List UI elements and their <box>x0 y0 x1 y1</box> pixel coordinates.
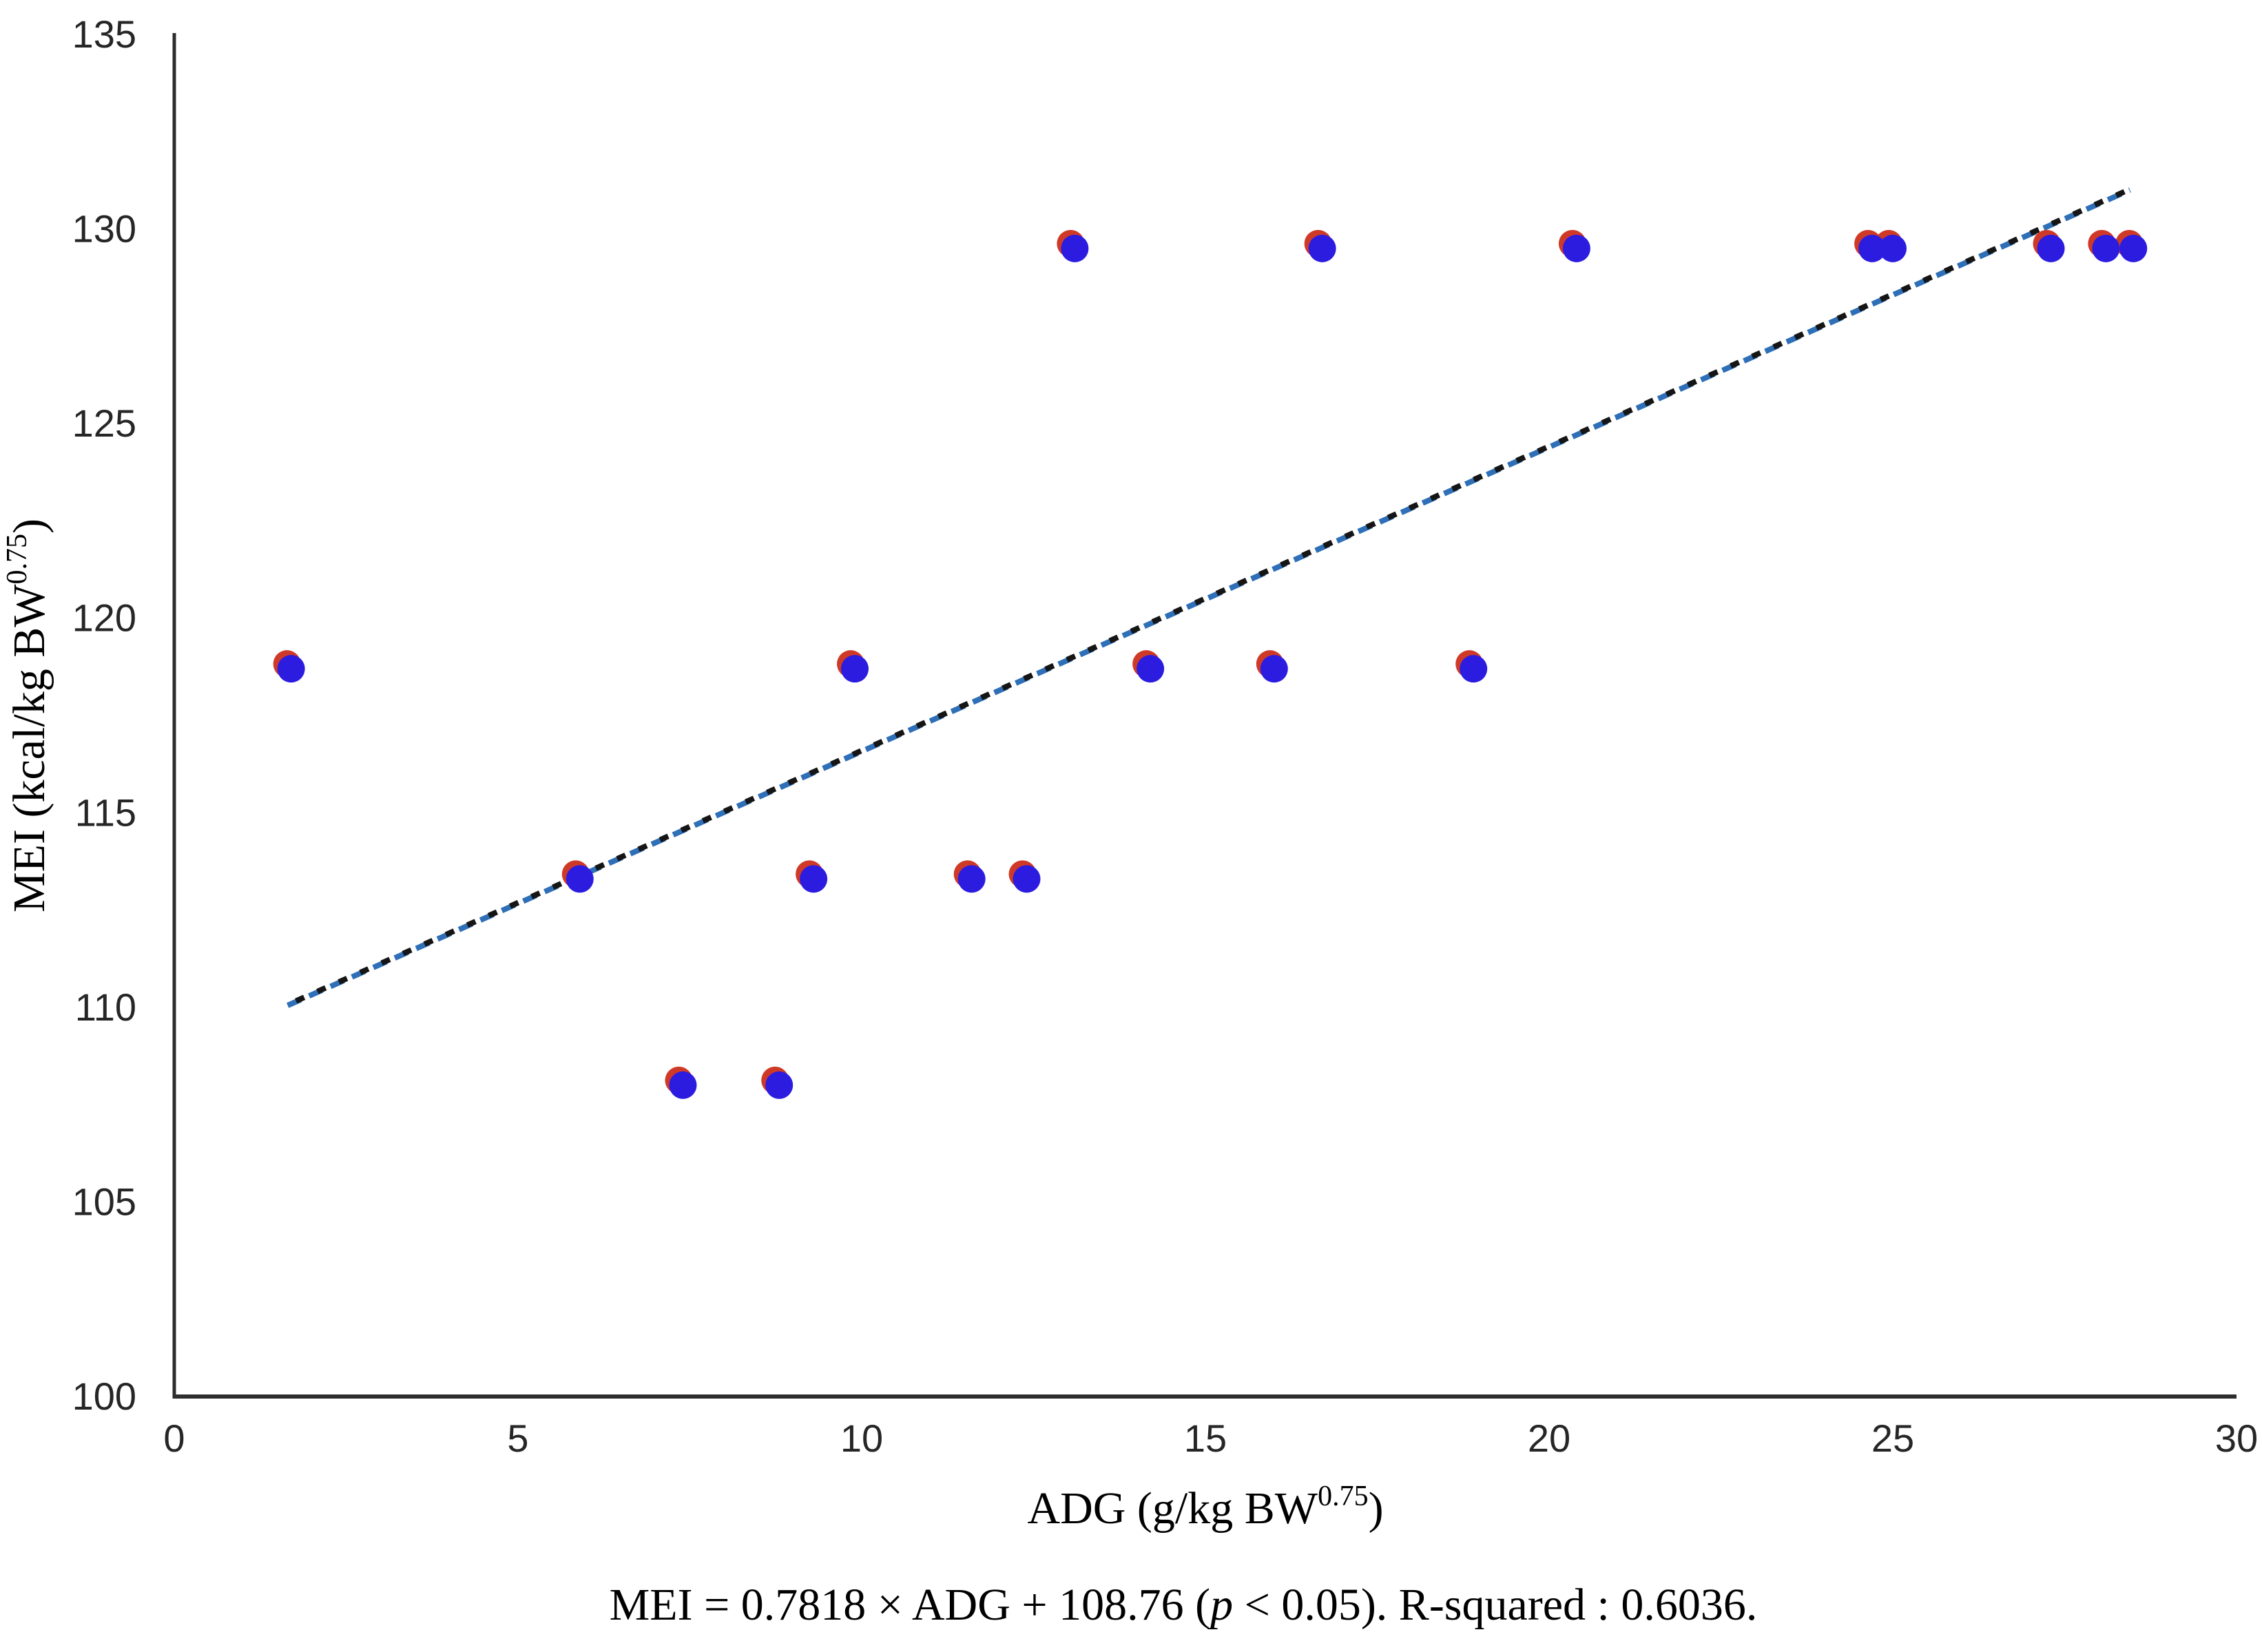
y-tick-label: 135 <box>72 12 136 56</box>
x-axis-tick-labels: 0 5 10 15 20 25 30 <box>163 1416 2258 1460</box>
data-point-blue <box>1858 234 1887 262</box>
data-point-blue <box>2119 234 2148 262</box>
data-point-blue <box>2092 234 2120 262</box>
y-tick-label: 115 <box>75 791 136 834</box>
data-point-blue <box>800 865 828 893</box>
y-tick-label: 130 <box>72 207 136 251</box>
data-point-blue <box>765 1071 793 1099</box>
y-tick-label: 100 <box>72 1374 136 1418</box>
x-axis-title: ADG (g/kg BW0.75) <box>1027 1481 1383 1534</box>
scatter-points-blue-series <box>277 234 2148 1099</box>
y-axis-tick-labels: 100 105 110 115 120 125 130 135 <box>72 12 136 1418</box>
data-point-blue <box>1013 865 1041 893</box>
x-tick-label: 0 <box>163 1416 185 1460</box>
data-point-blue <box>277 655 305 683</box>
data-point-blue <box>1260 655 1288 683</box>
y-tick-label: 125 <box>72 401 136 445</box>
x-tick-label: 30 <box>2215 1416 2258 1460</box>
data-point-blue <box>1562 234 1590 262</box>
caption-post: < 0.05). R-squared : 0.6036. <box>1233 1580 1757 1630</box>
y-tick-label: 105 <box>72 1180 136 1223</box>
y-tick-label: 120 <box>72 596 136 640</box>
data-point-blue <box>669 1071 697 1099</box>
x-tick-label: 5 <box>507 1416 528 1460</box>
data-point-blue <box>1137 655 1165 683</box>
data-point-blue <box>1879 234 1907 262</box>
x-tick-label: 25 <box>1871 1416 1914 1460</box>
trend-line <box>287 186 2133 1008</box>
data-point-blue <box>957 865 986 893</box>
data-point-blue <box>1308 234 1336 262</box>
x-tick-label: 20 <box>1528 1416 1570 1460</box>
data-point-blue <box>1061 234 1089 262</box>
data-point-blue <box>841 655 869 683</box>
trend-line-black-dashes <box>288 186 2133 1007</box>
y-tick-label: 110 <box>75 985 136 1029</box>
caption-pre: MEI = 0.7818 × ADG + 108.76 ( <box>610 1580 1210 1630</box>
x-tick-label: 10 <box>840 1416 883 1460</box>
x-tick-label: 15 <box>1184 1416 1227 1460</box>
data-point-blue <box>566 865 594 893</box>
data-point-blue <box>2037 234 2065 262</box>
caption-p-italic: p <box>1207 1580 1233 1630</box>
scatter-points-red-series <box>273 229 2144 1094</box>
y-axis-title: MEI (kcal/kg BW0.75) <box>1 519 54 912</box>
trend-line-blue-dashes <box>287 187 2131 1008</box>
data-point-blue <box>1460 655 1488 683</box>
regression-equation-caption: MEI = 0.7818 × ADG + 108.76 (p < 0.05). … <box>610 1580 1758 1630</box>
